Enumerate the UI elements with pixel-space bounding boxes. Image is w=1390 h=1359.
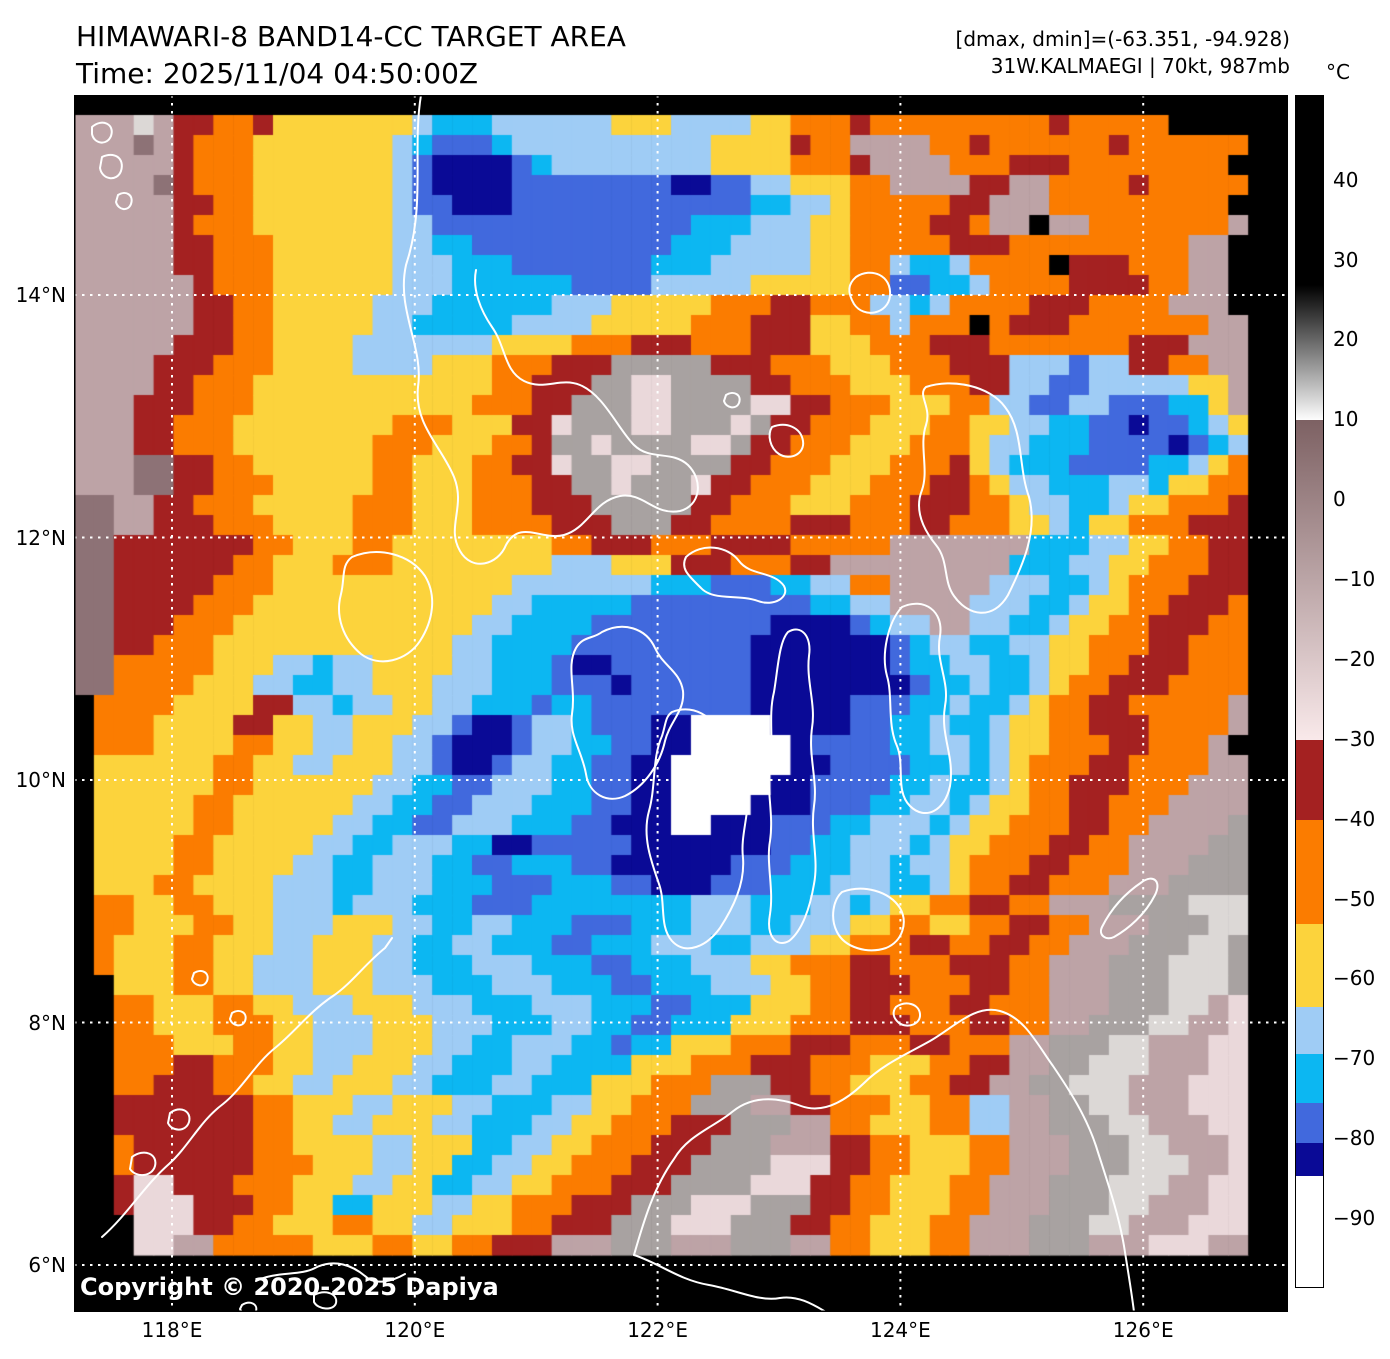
coastline-masbate-island bbox=[683, 546, 787, 604]
copyright-watermark: Copyright © 2020-2025 Dapiya bbox=[80, 1273, 499, 1301]
coastline-nw-islets bbox=[91, 121, 133, 210]
colorbar-segment--63.5-to--69.3 bbox=[1296, 1007, 1323, 1055]
colorbar-tick--60: −60 bbox=[1333, 966, 1376, 991]
colorbar-segment--80.5-to--84.6 bbox=[1296, 1143, 1323, 1177]
colorbar-tick--30: −30 bbox=[1333, 726, 1376, 751]
coastline-zamboanga-coast bbox=[633, 1254, 827, 1312]
colorbar-segment--53-to--63.5 bbox=[1296, 923, 1323, 1008]
colorbar-segment--84.6-to--98.5 bbox=[1296, 1175, 1323, 1288]
coastline-dinagat-island bbox=[1100, 877, 1159, 940]
coastline-samar-island bbox=[917, 382, 1033, 614]
storm-readout: 31W.KALMAEGI | 70kt, 987mb bbox=[990, 54, 1290, 78]
plot-frame bbox=[74, 95, 1288, 1312]
colorbar-segment--40-to--53 bbox=[1296, 819, 1323, 925]
coastline-negros-island bbox=[645, 708, 749, 950]
colorbar-tick--20: −20 bbox=[1333, 646, 1376, 671]
x-axis-label-118E: 118°E bbox=[141, 1318, 203, 1342]
map-plot-area: Copyright © 2020-2025 Dapiya bbox=[74, 95, 1288, 1312]
map-overlay bbox=[74, 95, 1288, 1312]
x-axis-label-120E: 120°E bbox=[384, 1318, 446, 1342]
coastline-bicol-islets bbox=[723, 392, 805, 458]
coastline-cuyo-islets bbox=[191, 970, 247, 1027]
colorbar-tick--10: −10 bbox=[1333, 567, 1376, 592]
info-block: [dmax, dmin]=(-63.351, -94.928) 31W.KALM… bbox=[956, 26, 1290, 80]
coastline-panay-island bbox=[570, 625, 685, 800]
colorbar-segment--69.3-to--75.5 bbox=[1296, 1053, 1323, 1104]
colorbar-tick--70: −70 bbox=[1333, 1046, 1376, 1071]
coastline-cebu-island bbox=[767, 628, 817, 944]
coastline-catanduanes-island bbox=[848, 271, 892, 314]
dmax-dmin-readout: [dmax, dmin]=(-63.351, -94.928) bbox=[955, 27, 1290, 51]
timestamp: Time: 2025/11/04 04:50:00Z bbox=[76, 57, 479, 90]
colorbar-segment--30-to--40 bbox=[1296, 739, 1323, 821]
y-axis-label-8N: 8°N bbox=[28, 1010, 66, 1035]
y-axis-label-12N: 12°N bbox=[15, 525, 66, 550]
x-axis-label-124E: 124°E bbox=[869, 1318, 931, 1342]
coastline-mindoro-island bbox=[338, 551, 434, 663]
colorbar-tick--80: −80 bbox=[1333, 1126, 1376, 1151]
colorbar-tick--50: −50 bbox=[1333, 886, 1376, 911]
coastline-leyte-island bbox=[883, 602, 952, 815]
colorbar bbox=[1295, 95, 1324, 1288]
coastline-palawan-island bbox=[101, 937, 393, 1238]
x-axis-label-126E: 126°E bbox=[1112, 1318, 1174, 1342]
colorbar-segment-27-to-10 bbox=[1296, 284, 1323, 421]
colorbar-tick--40: −40 bbox=[1333, 806, 1376, 831]
x-axis-label-122E: 122°E bbox=[627, 1318, 688, 1342]
coastline-luzon-east-coast bbox=[402, 95, 699, 565]
colorbar-segment--75.5-to--80.5 bbox=[1296, 1103, 1323, 1144]
page-title: HIMAWARI-8 BAND14-CC TARGET AREA bbox=[76, 20, 626, 53]
colorbar-unit-label: °C bbox=[1326, 60, 1350, 84]
colorbar-tick-20: 20 bbox=[1333, 327, 1359, 352]
colorbar-tick-0: 0 bbox=[1333, 487, 1346, 512]
y-axis-label-10N: 10°N bbox=[15, 768, 66, 792]
coastline-bohol-island bbox=[832, 887, 905, 952]
coastline-camiguin-island bbox=[892, 1002, 922, 1027]
colorbar-segment-50.6-to-27 bbox=[1296, 96, 1323, 285]
coastline-palawan-islets bbox=[129, 1108, 191, 1176]
colorbar-tick-40: 40 bbox=[1333, 167, 1359, 192]
colorbar-tick--90: −90 bbox=[1333, 1206, 1376, 1231]
coastline-mindanao-north-coast bbox=[633, 1008, 1135, 1312]
colorbar-tick-10: 10 bbox=[1333, 407, 1359, 432]
title-block: HIMAWARI-8 BAND14-CC TARGET AREA Time: 2… bbox=[76, 18, 626, 92]
colorbar-segment-10-to--30 bbox=[1296, 420, 1323, 741]
colorbar-tick-30: 30 bbox=[1333, 247, 1359, 272]
y-axis-label-14N: 14°N bbox=[15, 283, 66, 307]
y-axis-label-6N: 6°N bbox=[28, 1253, 66, 1277]
